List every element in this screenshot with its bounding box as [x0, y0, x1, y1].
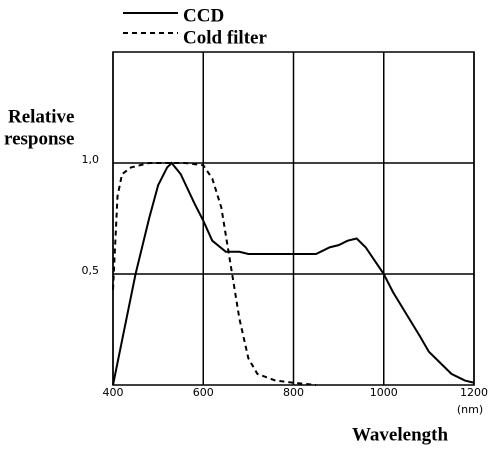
y-axis-label: response: [4, 128, 74, 149]
y-axis-label: Relative: [8, 106, 74, 127]
legend-label: Cold filter: [183, 27, 267, 48]
y-tick-label: 0,5: [82, 264, 100, 277]
x-axis-label: Wavelength: [352, 424, 448, 445]
x-axis-unit: (nm): [457, 403, 483, 416]
legend-label: CCD: [183, 5, 224, 26]
y-tick-label: 1,0: [82, 153, 100, 166]
line-series: [112, 162, 317, 386]
x-tick-label: 1200: [460, 386, 488, 399]
x-tick-label: 1000: [370, 386, 398, 399]
x-tick-label: 400: [103, 386, 124, 399]
line-series: [112, 161, 475, 386]
x-tick-label: 600: [193, 386, 214, 399]
x-tick-label: 800: [283, 386, 304, 399]
